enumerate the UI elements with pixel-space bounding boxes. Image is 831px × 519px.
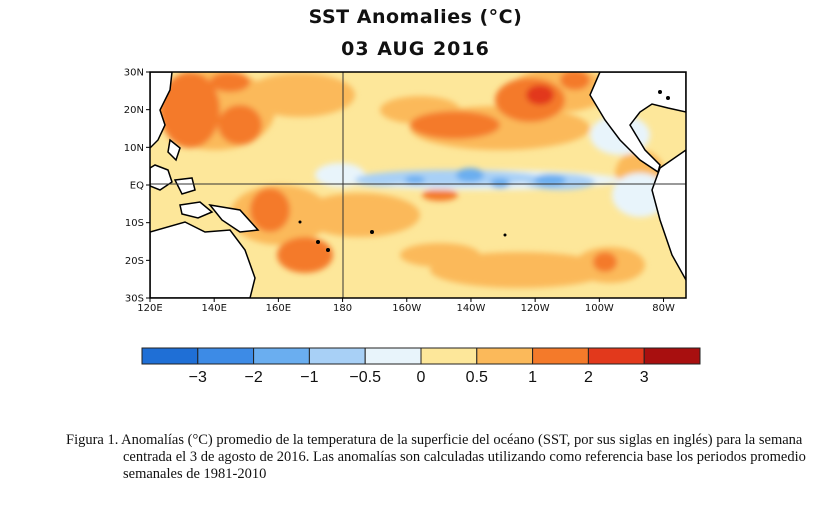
lon-tick-label: 120E (137, 303, 162, 314)
colorbar-label: 0 (417, 369, 426, 386)
colorbar-segment (364, 347, 422, 365)
lat-tick-label: 30S (125, 294, 144, 305)
colorbar: −3 −2 −1 −0.5 0 0.5 1 2 3 (141, 347, 701, 386)
lon-tick-label: 100W (585, 303, 614, 314)
lon-tick-label: 140W (456, 303, 485, 314)
lon-tick-label: 180 (333, 303, 352, 314)
colorbar-segment (643, 347, 701, 365)
colorbar-label: 3 (640, 369, 649, 386)
latitude-axis: 30N 20N 10N EQ 10S 20S 30S (124, 68, 150, 305)
colorbar-segment (308, 347, 366, 365)
lon-tick-label: 120W (521, 303, 550, 314)
colorbar-label: 1 (528, 369, 537, 386)
map-date: 03 AUG 2016 (341, 38, 490, 60)
colorbar-segment (253, 347, 310, 365)
map-title: SST Anomalies (°C) (308, 6, 523, 28)
colorbar-label: 2 (584, 369, 593, 386)
colorbar-segment (141, 347, 199, 365)
lon-tick-label: 160W (392, 303, 421, 314)
colorbar-label: −1 (300, 369, 318, 386)
anomaly-field (150, 72, 686, 298)
lat-tick-label: 10N (124, 143, 144, 154)
figure-caption: Figura 1. Anomalías (°C) promedio de la … (66, 432, 806, 482)
sst-anomaly-map: 30N 20N 10N EQ 10S 20S 30S 120E 140E 160E 180 160W… (124, 68, 701, 386)
colorbar-label: −3 (189, 369, 207, 386)
colorbar-label: −0.5 (349, 369, 381, 386)
colorbar-segment (532, 347, 589, 365)
colorbar-label: 0.5 (466, 369, 488, 386)
islands (298, 90, 670, 252)
lat-tick-label: 20S (125, 256, 144, 267)
colorbar-segment (420, 347, 478, 365)
lon-tick-label: 160E (266, 303, 291, 314)
lat-tick-label: 10S (125, 218, 144, 229)
colorbar-segment (587, 347, 645, 365)
lat-tick-label: 20N (124, 105, 144, 116)
longitude-axis: 120E 140E 160E 180 160W 140W 120W 100W 80W (137, 298, 675, 314)
lon-tick-label: 140E (201, 303, 226, 314)
lon-tick-label: 80W (652, 303, 675, 314)
colorbar-segment (476, 347, 534, 365)
land-masses (150, 72, 686, 298)
lat-tick-label: 30N (124, 68, 144, 79)
lat-tick-label: EQ (130, 181, 144, 192)
colorbar-label: −2 (244, 369, 262, 386)
colorbar-segment (197, 347, 255, 365)
